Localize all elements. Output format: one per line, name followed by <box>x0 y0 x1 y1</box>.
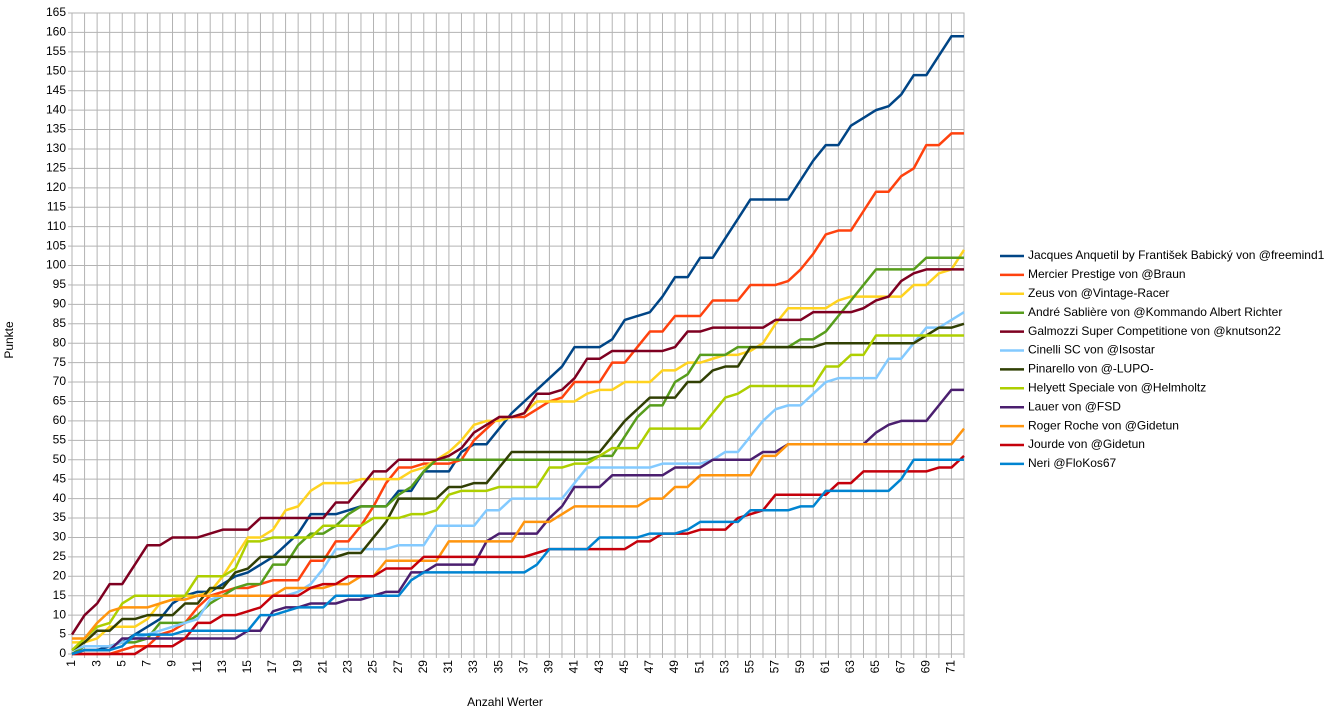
y-tick-label: 135 <box>46 122 66 136</box>
y-tick-label: 75 <box>53 355 67 369</box>
legend-label: Cinelli SC von @Isostar <box>1028 343 1155 357</box>
x-tick-label: 5 <box>114 660 128 667</box>
y-tick-label: 150 <box>46 63 66 77</box>
legend-label: Mercier Prestige von @Braun <box>1028 267 1186 281</box>
y-axis-label: Punkte <box>2 321 16 359</box>
legend-label: Pinarello von @-LUPO- <box>1028 362 1154 376</box>
x-tick-label: 33 <box>466 660 480 674</box>
x-tick-label: 7 <box>140 660 154 667</box>
series-line <box>71 322 965 652</box>
y-tick-label: 30 <box>53 530 67 544</box>
legend-label: Zeus von @Vintage-Racer <box>1028 286 1169 300</box>
legend-label: Jourde von @Gidetun <box>1028 437 1145 451</box>
y-tick-label: 165 <box>46 5 66 19</box>
y-tick-label: 40 <box>53 491 67 505</box>
x-tick-label: 55 <box>743 660 757 674</box>
x-tick-label: 3 <box>89 660 103 667</box>
y-tick-label: 160 <box>46 25 66 39</box>
x-tick-label: 71 <box>944 660 958 674</box>
legend-label: Helyett Speciale von @Helmholtz <box>1028 380 1206 394</box>
y-tick-label: 115 <box>47 199 66 213</box>
y-tick-label: 155 <box>46 44 66 58</box>
x-tick-label: 51 <box>692 660 706 674</box>
series-line <box>70 268 964 636</box>
x-tick-label: 41 <box>567 660 581 674</box>
y-tick-label: 55 <box>53 433 67 447</box>
y-tick-label: 65 <box>53 394 67 408</box>
series-line <box>71 35 964 656</box>
x-tick-label: 57 <box>768 660 782 674</box>
y-tick-label: 70 <box>53 374 67 388</box>
x-tick-label: 43 <box>592 660 606 674</box>
series-line <box>72 132 964 656</box>
x-tick-label: 47 <box>642 660 656 674</box>
legend-label: André Sablière von @Kommando Albert Rich… <box>1028 305 1282 319</box>
y-tick-label: 105 <box>46 238 66 252</box>
x-tick-label: 27 <box>391 660 405 674</box>
y-tick-label: 85 <box>53 316 67 330</box>
y-tick-label: 45 <box>53 471 67 485</box>
y-tick-label: 15 <box>53 588 67 602</box>
x-tick-label: 31 <box>441 660 455 674</box>
y-tick-label: 110 <box>47 219 66 233</box>
series-line <box>72 427 965 640</box>
x-tick-label: 59 <box>793 660 807 674</box>
legend-label: Neri @FloKos67 <box>1028 456 1117 470</box>
y-tick-label: 130 <box>46 141 66 155</box>
x-tick-label: 11 <box>190 660 204 673</box>
y-tick-label: 35 <box>53 510 67 524</box>
legend-label: Roger Roche von @Gidetun <box>1028 418 1179 432</box>
x-tick-label: 53 <box>717 660 731 674</box>
y-tick-label: 120 <box>46 180 66 194</box>
x-tick-label: 61 <box>818 660 832 674</box>
x-tick-label: 17 <box>265 660 279 674</box>
x-tick-label: 25 <box>366 660 380 674</box>
x-tick-label: 39 <box>542 660 556 674</box>
x-tick-label: 21 <box>315 660 329 674</box>
x-tick-label: 9 <box>165 660 179 667</box>
x-tick-label: 19 <box>290 660 304 674</box>
y-tick-label: 100 <box>46 258 66 272</box>
y-tick-label: 25 <box>53 549 67 563</box>
x-tick-label: 13 <box>215 660 229 674</box>
y-tick-label: 145 <box>46 83 66 97</box>
y-tick-label: 10 <box>53 607 67 621</box>
y-tick-label: 5 <box>59 627 66 641</box>
x-tick-label: 35 <box>491 660 505 674</box>
y-tick-label: 80 <box>53 335 67 349</box>
y-tick-label: 0 <box>59 646 66 660</box>
x-tick-label: 23 <box>341 660 355 674</box>
x-tick-label: 67 <box>893 660 907 674</box>
x-tick-label: 15 <box>240 660 254 674</box>
y-tick-label: 60 <box>53 413 67 427</box>
y-tick-label: 95 <box>53 277 67 291</box>
x-tick-label: 37 <box>516 660 530 674</box>
series-line <box>72 454 965 656</box>
x-tick-label: 63 <box>843 660 857 674</box>
x-axis-label: Anzahl Werter <box>467 695 543 709</box>
legend-label: Jacques Anquetil by František Babický vo… <box>1028 248 1325 262</box>
x-tick-label: 65 <box>868 660 882 674</box>
series-line <box>71 458 964 656</box>
x-tick-label: 49 <box>667 660 681 674</box>
y-tick-label: 140 <box>46 102 66 116</box>
plot-area <box>71 12 965 655</box>
legend-label: Galmozzi Super Competitione von @knutson… <box>1028 324 1281 338</box>
x-tick-label: 29 <box>416 660 430 674</box>
x-tick-label: 69 <box>918 660 932 674</box>
y-tick-label: 20 <box>53 568 67 582</box>
x-tick-label: 1 <box>64 660 78 667</box>
y-tick-label: 125 <box>46 161 66 175</box>
y-tick-label: 50 <box>53 452 67 466</box>
legend-label: Lauer von @FSD <box>1028 399 1121 413</box>
y-tick-label: 90 <box>53 297 67 311</box>
series-line <box>71 334 964 652</box>
x-tick-label: 45 <box>617 660 631 674</box>
